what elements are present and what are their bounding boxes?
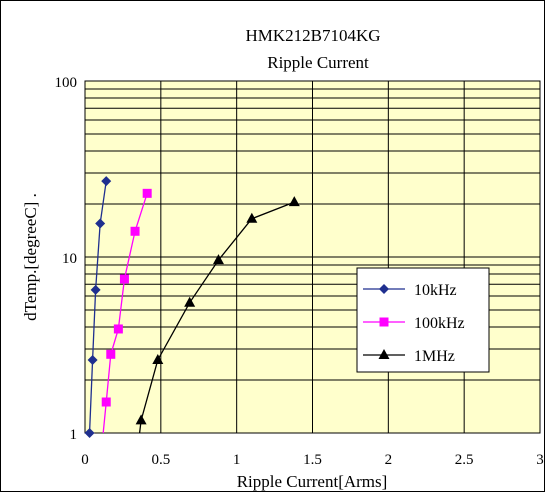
x-tick-labels: 0 0.5 1 1.5 2 2.5 3 [81, 452, 544, 468]
data-point [152, 353, 164, 364]
y-tick-labels: 1 10 100 [55, 75, 78, 443]
chart-subtitle: Ripple Current [267, 53, 369, 72]
x-tick-label: 0 [81, 452, 89, 468]
data-point [212, 254, 224, 265]
data-point [84, 428, 95, 438]
legend-item-1MHz: 1MHz [363, 348, 455, 365]
x-tick-label: 2 [385, 452, 393, 468]
x-tick-label: 2.5 [455, 452, 474, 468]
data-point [101, 176, 112, 187]
grid-lines [85, 81, 540, 433]
legend-item-100kHz: 100kHz [363, 315, 465, 332]
data-point [90, 284, 101, 295]
data-point [87, 354, 98, 365]
data-point [119, 274, 129, 284]
data-point [113, 324, 123, 334]
series-10kHz [84, 176, 112, 438]
data-point [184, 296, 196, 307]
legend-label: 10kHz [414, 282, 457, 299]
y-axis-label: dTemp.[degreeC] . [21, 193, 40, 321]
legend-item-10kHz: 10kHz [363, 282, 457, 299]
x-tick-label: 1 [233, 452, 241, 468]
data-point [106, 349, 116, 359]
data-point [130, 226, 140, 236]
legend-marker [378, 349, 390, 359]
series-layer [84, 176, 300, 438]
legend-marker [379, 284, 389, 294]
legend-label: 1MHz [414, 348, 455, 365]
x-tick-label: 3 [536, 452, 544, 468]
series-1MHz [135, 196, 300, 434]
data-point [101, 397, 111, 407]
chart-title: HMK212B7104KG [245, 26, 380, 45]
x-axis-label: Ripple Current[Arms] [237, 472, 388, 491]
data-point [135, 414, 147, 425]
legend-marker [379, 317, 389, 327]
legend: 10kHz 100kHz 1MHz [356, 267, 490, 373]
y-tick-label: 10 [62, 251, 77, 267]
y-tick-label: 1 [70, 427, 78, 443]
data-point [288, 196, 300, 207]
y-tick-label: 100 [55, 75, 78, 91]
data-point [95, 218, 106, 229]
x-tick-label: 1.5 [303, 452, 322, 468]
legend-label: 100kHz [414, 315, 465, 332]
data-point [142, 188, 152, 198]
data-point [246, 212, 258, 223]
x-tick-label: 0.5 [151, 452, 170, 468]
series-100kHz [101, 188, 152, 434]
